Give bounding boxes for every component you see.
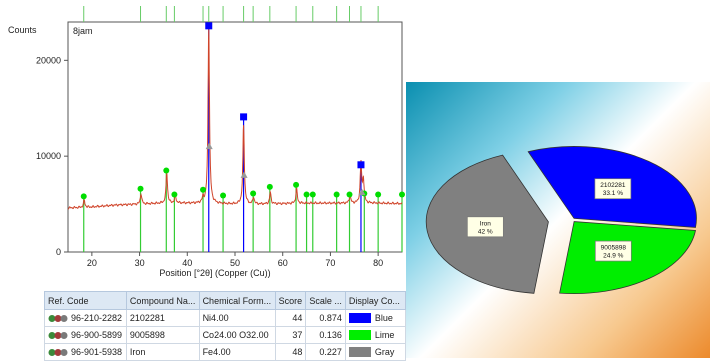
y-tick-label: 20000 <box>36 55 61 65</box>
x-axis-label: Position [°2θ] (Copper (Cu)) <box>159 268 270 278</box>
marker-triangle-gray <box>240 171 248 178</box>
diffractogram-panel: Counts 8jam 0 10000 20000 20 30 40 50 60 70 80 Posit… <box>0 0 407 361</box>
table-row[interactable]: 96-900-5899 9005898 Co24.00 O32.00 37 0.… <box>44 326 407 344</box>
marker-circle-lime <box>375 191 382 198</box>
display-color-text: Gray <box>374 346 395 357</box>
marker-circle-lime <box>250 190 257 197</box>
chemical-formula-cell: Ni4.00 <box>198 309 276 327</box>
marker-circle-lime <box>171 191 178 198</box>
x-tick-label: 40 <box>182 258 192 268</box>
marker-circle-lime <box>333 191 340 198</box>
table-row[interactable]: 96-901-5938 Iron Fe4.00 48 0.227 Gray <box>44 343 407 361</box>
plot-area <box>67 21 403 253</box>
marker-triangle-gray <box>358 188 366 196</box>
score-cell: 37 <box>274 326 307 344</box>
column-header-chemical-formula[interactable]: Chemical Form... <box>198 291 276 310</box>
pie-slice-percent: 24.9 % <box>603 253 623 260</box>
display-color-text: Blue <box>374 312 393 323</box>
x-tick-label: 60 <box>278 258 288 268</box>
x-tick-label: 30 <box>135 258 145 268</box>
column-header-compound-name[interactable]: Compound Na... <box>125 291 200 310</box>
scale-cell: 0.136 <box>305 326 346 344</box>
phase-composition-panel: 2102281 33.1 % 9005898 24.9 % Iron 42 % <box>406 82 710 358</box>
x-tick-label: 20 <box>87 258 97 268</box>
y-axis-label: Counts <box>8 25 37 35</box>
pie-slice-label: 2102281 <box>600 182 626 189</box>
pie-slice-label: Iron <box>480 220 492 227</box>
display-color-cell[interactable]: Gray <box>344 343 407 361</box>
display-color-text: Lime <box>374 329 395 340</box>
pie-label-box <box>466 216 504 238</box>
phase-icon <box>48 349 68 357</box>
marker-circle-lime <box>309 191 316 198</box>
score-cell: 48 <box>274 343 307 361</box>
compound-name-cell: Iron <box>125 343 200 361</box>
pie-label-box <box>594 178 632 200</box>
scale-cell: 0.227 <box>305 343 346 361</box>
diffractogram-chart[interactable]: Counts 8jam 0 10000 20000 20 30 40 50 60 70 80 Posit… <box>0 0 406 290</box>
ref-code-cell: 96-210-2282 <box>44 309 127 327</box>
marker-circle-lime <box>137 185 144 192</box>
marker-circle-lime <box>200 186 207 193</box>
table-header-row: Ref. Code Compound Na... Chemical Form..… <box>44 291 407 310</box>
marker-square-blue <box>357 161 365 169</box>
diffraction-pattern-line <box>67 27 403 210</box>
pie-slice-percent: 33.1 % <box>603 190 623 197</box>
ref-code-cell: 96-900-5899 <box>44 326 127 344</box>
compound-name-cell: 2102281 <box>125 309 200 327</box>
pie-label-box <box>594 240 632 262</box>
marker-circle-lime <box>293 181 300 188</box>
y-tick-label: 10000 <box>36 151 61 161</box>
marker-triangle-gray <box>205 142 213 150</box>
ref-code-text: 96-900-5899 <box>71 329 123 340</box>
marker-circle-lime <box>346 191 353 198</box>
marker-circle-lime <box>80 193 87 200</box>
chemical-formula-cell: Fe4.00 <box>198 343 276 361</box>
sample-label: 8jam <box>73 26 93 36</box>
column-header-display-color[interactable]: Display Co... <box>344 291 407 310</box>
column-header-ref-code[interactable]: Ref. Code <box>44 291 127 310</box>
ref-code-text: 96-901-5938 <box>71 346 123 357</box>
marker-square-blue <box>240 113 248 121</box>
display-color-cell[interactable]: Lime <box>344 326 407 344</box>
y-tick-label: 0 <box>56 247 61 257</box>
column-header-scale[interactable]: Scale ... <box>305 291 346 310</box>
score-cell: 44 <box>274 309 307 327</box>
color-swatch <box>348 313 371 324</box>
pie-slice-percent: 42 % <box>478 228 493 235</box>
pie-slice-label: 9005898 <box>601 245 627 252</box>
display-color-cell[interactable]: Blue <box>344 309 407 327</box>
color-swatch <box>348 330 371 341</box>
scale-cell: 0.874 <box>305 309 346 327</box>
x-tick-label: 50 <box>230 258 240 268</box>
phase-results-table[interactable]: Ref. Code Compound Na... Chemical Form..… <box>44 291 407 361</box>
compound-name-cell: 9005898 <box>125 326 200 344</box>
marker-circle-lime <box>303 191 310 198</box>
marker-circle-lime <box>399 191 405 198</box>
marker-circle-lime <box>266 183 273 190</box>
phase-icon <box>48 332 68 340</box>
marker-square-blue <box>205 22 213 30</box>
ref-code-text: 96-210-2282 <box>71 312 123 323</box>
marker-circle-lime <box>220 192 227 199</box>
table-row[interactable]: 96-210-2282 2102281 Ni4.00 44 0.874 Blue <box>44 309 407 327</box>
phase-icon <box>48 315 68 323</box>
column-header-score[interactable]: Score <box>274 291 307 310</box>
ref-code-cell: 96-901-5938 <box>44 343 127 361</box>
chemical-formula-cell: Co24.00 O32.00 <box>198 326 276 344</box>
color-swatch <box>348 347 371 358</box>
x-tick-label: 70 <box>325 258 335 268</box>
marker-circle-lime <box>163 167 170 174</box>
x-tick-label: 80 <box>373 258 383 268</box>
